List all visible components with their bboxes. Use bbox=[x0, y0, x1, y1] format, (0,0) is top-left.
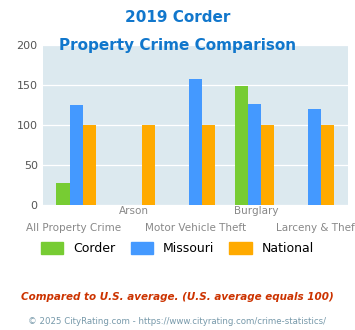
Legend: Corder, Missouri, National: Corder, Missouri, National bbox=[36, 237, 319, 260]
Bar bbox=[321, 124, 334, 205]
Bar bbox=[202, 124, 215, 205]
Text: Larceny & Theft: Larceny & Theft bbox=[276, 223, 355, 233]
Text: All Property Crime: All Property Crime bbox=[26, 223, 121, 233]
Bar bbox=[83, 124, 96, 205]
Bar bbox=[56, 183, 70, 205]
Bar bbox=[142, 124, 155, 205]
Bar bbox=[261, 124, 274, 205]
Bar bbox=[235, 86, 248, 205]
Text: Motor Vehicle Theft: Motor Vehicle Theft bbox=[145, 223, 246, 233]
Text: Property Crime Comparison: Property Crime Comparison bbox=[59, 38, 296, 53]
Text: 2019 Corder: 2019 Corder bbox=[125, 10, 230, 25]
Text: Arson: Arson bbox=[119, 206, 149, 216]
Bar bbox=[308, 109, 321, 205]
Text: Burglary: Burglary bbox=[234, 206, 279, 216]
Text: Compared to U.S. average. (U.S. average equals 100): Compared to U.S. average. (U.S. average … bbox=[21, 292, 334, 302]
Bar bbox=[189, 79, 202, 205]
Text: © 2025 CityRating.com - https://www.cityrating.com/crime-statistics/: © 2025 CityRating.com - https://www.city… bbox=[28, 317, 327, 326]
Bar bbox=[70, 105, 83, 205]
Bar bbox=[248, 104, 261, 205]
